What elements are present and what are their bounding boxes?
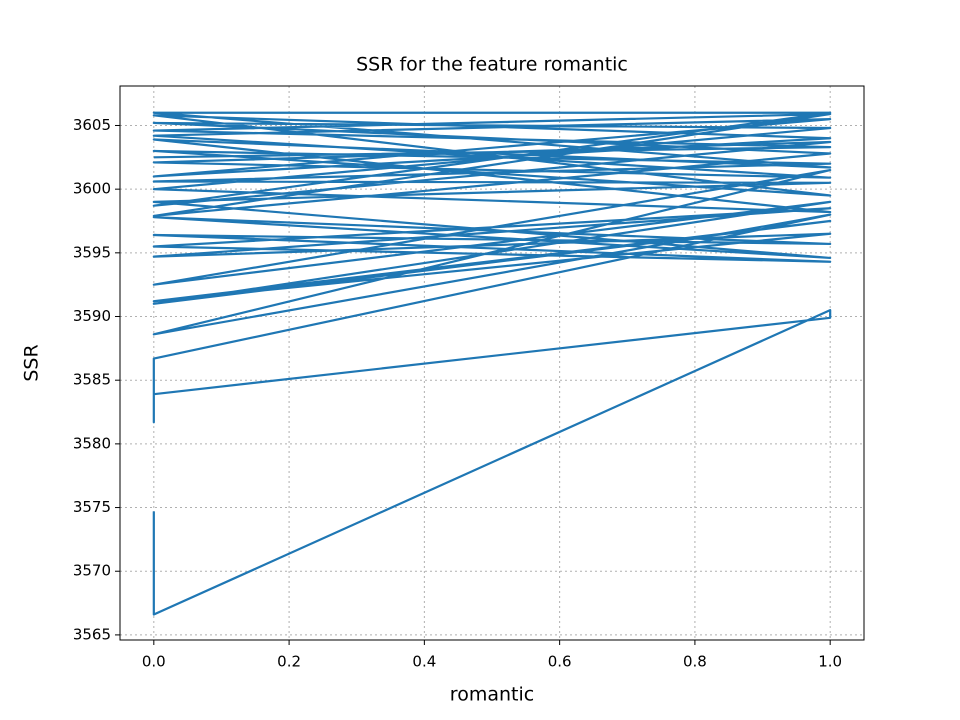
y-tick-label: 3595: [73, 243, 111, 261]
x-tick-label: 0.8: [683, 653, 707, 671]
y-tick-label: 3590: [73, 307, 111, 325]
x-tick-label: 1.0: [818, 653, 842, 671]
chart-title: SSR for the feature romantic: [356, 54, 628, 76]
plot-frame: [119, 85, 865, 641]
y-tick-label: 3575: [73, 498, 111, 516]
y-tick-label: 3565: [73, 625, 111, 643]
x-axis-label: romantic: [450, 684, 534, 706]
y-tick-label: 3570: [73, 562, 111, 580]
x-tick-label: 0.0: [142, 653, 166, 671]
x-tick-label: 0.6: [548, 653, 572, 671]
x-tick-label: 0.4: [412, 653, 436, 671]
y-tick-label: 3580: [73, 434, 111, 452]
y-tick-label: 3605: [73, 116, 111, 134]
y-axis-label: SSR: [21, 344, 43, 381]
y-tick-label: 3585: [73, 371, 111, 389]
y-tick-label: 3600: [73, 180, 111, 198]
x-tick-label: 0.2: [277, 653, 301, 671]
data-line: [152, 111, 832, 616]
